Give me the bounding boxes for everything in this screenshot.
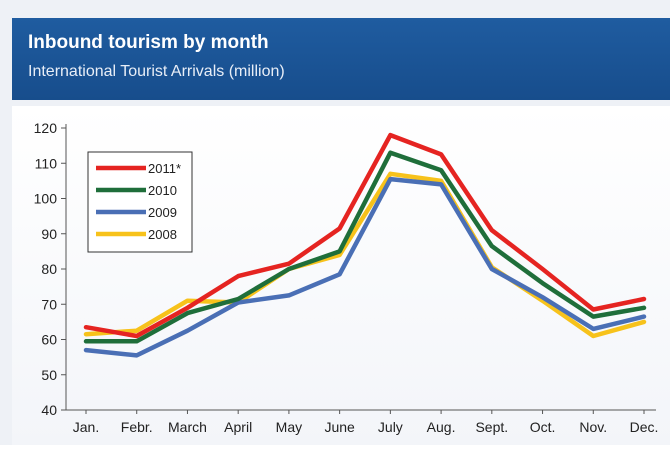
y-tick-label: 40 xyxy=(41,402,57,418)
x-tick-label: June xyxy=(324,419,355,435)
x-tick-label: April xyxy=(224,419,252,435)
legend-label: 2010 xyxy=(148,183,177,198)
legend-label: 2008 xyxy=(148,227,177,242)
y-tick-label: 50 xyxy=(41,367,57,383)
line-chart: 40 50 60 70 80 90 100 110 120 Jan. Febr. March April… xyxy=(34,120,659,435)
x-tick-label: Jan. xyxy=(73,419,99,435)
y-tick-label: 80 xyxy=(41,261,57,277)
x-tick-label: March xyxy=(168,419,207,435)
x-tick-label: Nov. xyxy=(579,419,607,435)
y-tick-label: 90 xyxy=(41,226,57,242)
x-tick-label: July xyxy=(378,419,403,435)
x-tick-label: May xyxy=(276,419,302,435)
series-line-2011 xyxy=(83,132,647,339)
x-tick-label: Oct. xyxy=(530,419,556,435)
chart-panel: 40 50 60 70 80 90 100 110 120 Jan. Febr. March April… xyxy=(12,106,670,445)
legend-label: 2009 xyxy=(148,205,177,220)
header-banner: Inbound tourism by month International T… xyxy=(12,18,670,100)
y-tick-label: 60 xyxy=(41,332,57,348)
legend-label: 2011* xyxy=(148,161,181,176)
series-line-2010 xyxy=(83,150,647,344)
x-tick-label: Dec. xyxy=(630,419,659,435)
x-tick-label: Sept. xyxy=(475,419,508,435)
y-tick-label: 120 xyxy=(34,120,58,136)
chart-title: Inbound tourism by month xyxy=(28,32,269,53)
chart-subtitle: International Tourist Arrivals (million) xyxy=(28,63,285,80)
x-tick-label: Febr. xyxy=(121,419,153,435)
x-tick-label: Aug. xyxy=(427,419,456,435)
y-tick-label: 110 xyxy=(35,155,58,171)
y-tick-label: 100 xyxy=(34,191,58,207)
series-line-2008 xyxy=(83,171,647,339)
series-line-2009 xyxy=(83,176,647,358)
y-tick-label: 70 xyxy=(41,296,57,312)
